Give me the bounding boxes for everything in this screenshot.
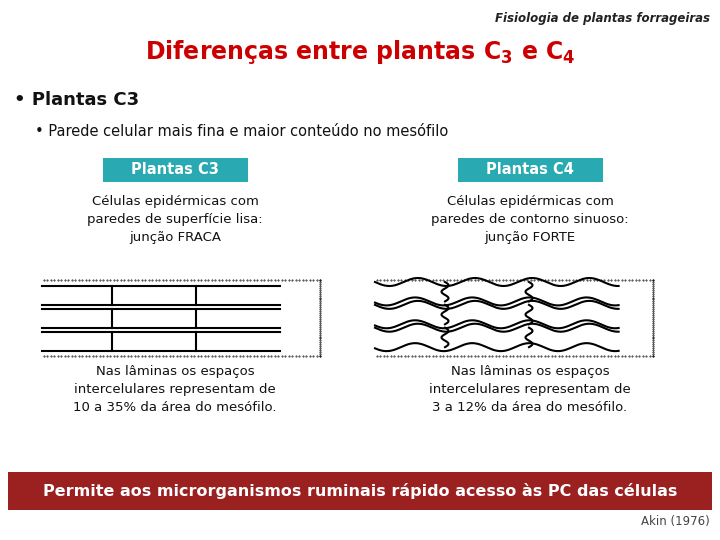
- Text: Células epidérmicas com
paredes de superfície lisa:
junção FRACA: Células epidérmicas com paredes de super…: [87, 195, 263, 244]
- Text: Permite aos microrganismos ruminais rápido acesso às PC das células: Permite aos microrganismos ruminais rápi…: [42, 483, 678, 499]
- Text: Plantas C4: Plantas C4: [486, 163, 574, 178]
- Text: • Plantas C3: • Plantas C3: [14, 91, 139, 109]
- Text: Nas lâminas os espaços
intercelulares representam de
10 a 35% da área do mesófil: Nas lâminas os espaços intercelulares re…: [73, 365, 276, 414]
- Bar: [102, 158, 248, 182]
- Text: Plantas C3: Plantas C3: [131, 163, 219, 178]
- Bar: [457, 158, 603, 182]
- Text: Células epidérmicas com
paredes de contorno sinuoso:
junção FORTE: Células epidérmicas com paredes de conto…: [431, 195, 629, 244]
- Text: Fisiologia de plantas forrageiras: Fisiologia de plantas forrageiras: [495, 12, 710, 25]
- Text: Nas lâminas os espaços
intercelulares representam de
3 a 12% da área do mesófilo: Nas lâminas os espaços intercelulares re…: [429, 365, 631, 414]
- Bar: [8, 472, 712, 510]
- Text: Akin (1976): Akin (1976): [642, 516, 710, 529]
- Text: Diferenças entre plantas $\mathregular{C_3}$ e $\mathregular{C_4}$: Diferenças entre plantas $\mathregular{C…: [145, 38, 575, 66]
- Text: • Parede celular mais fina e maior conteúdo no mesófilo: • Parede celular mais fina e maior conte…: [35, 125, 449, 139]
